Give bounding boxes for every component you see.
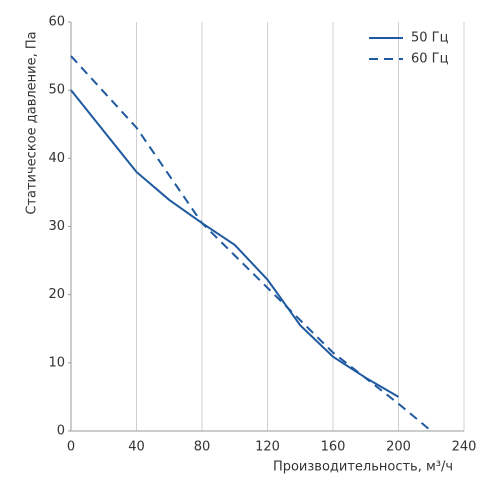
x-tick-label: 160 bbox=[321, 440, 346, 455]
x-tick-label: 0 bbox=[67, 440, 75, 455]
y-tick-label: 50 bbox=[48, 83, 65, 98]
legend-label: 50 Гц bbox=[411, 31, 449, 46]
y-tick-label: 30 bbox=[48, 219, 65, 234]
x-tick-label: 40 bbox=[128, 440, 145, 455]
x-axis-title: Производительность, м³/ч bbox=[273, 460, 453, 475]
y-axis-title: Статическое давление, Па bbox=[25, 31, 40, 214]
y-tick-label: 0 bbox=[57, 424, 65, 439]
x-tick-label: 200 bbox=[386, 440, 411, 455]
x-tick-label: 240 bbox=[452, 440, 477, 455]
x-tick-label: 120 bbox=[255, 440, 280, 455]
y-tick-label: 60 bbox=[48, 15, 65, 30]
y-tick-label: 20 bbox=[48, 287, 65, 302]
y-tick-label: 40 bbox=[48, 151, 65, 166]
y-tick-label: 10 bbox=[48, 355, 65, 370]
line-series bbox=[70, 55, 432, 432]
legend-label: 60 Гц bbox=[411, 52, 449, 67]
x-tick-label: 80 bbox=[194, 440, 211, 455]
line-series bbox=[70, 89, 400, 398]
